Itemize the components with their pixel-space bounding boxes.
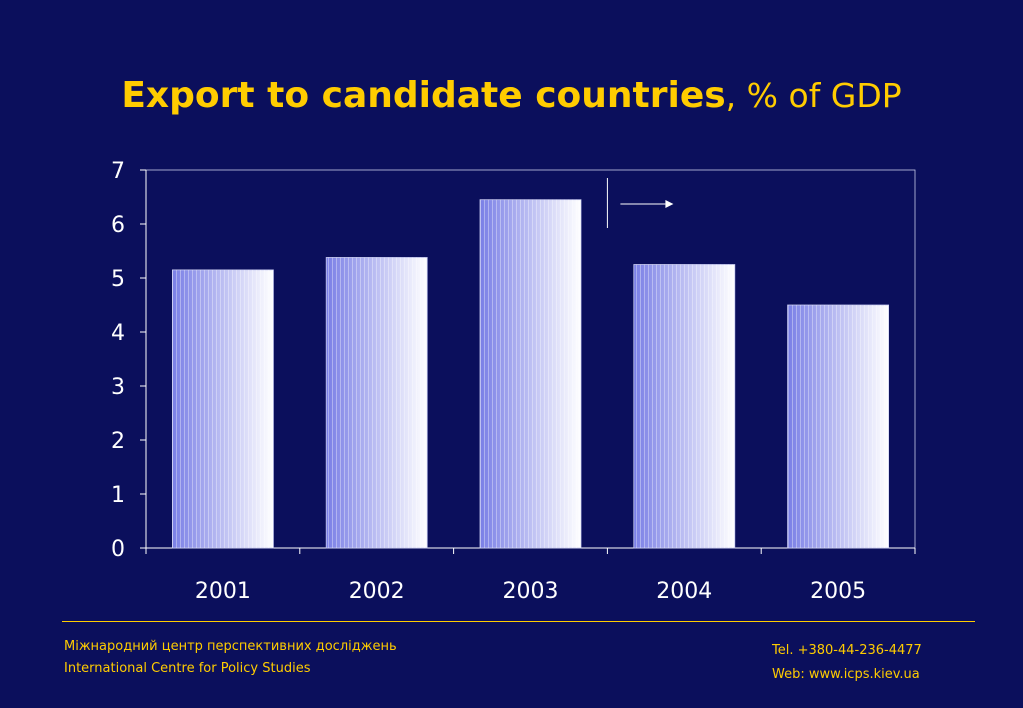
- bar-texture-2005: [787, 305, 889, 548]
- slide-title-unit: , % of GDP: [725, 76, 902, 115]
- footer-divider: [62, 621, 975, 622]
- slide-title: Export to candidate countries, % of GDP: [0, 70, 1023, 122]
- footer-contacts: Tel. +380-44-236-4477 Web: www.icps.kiev…: [772, 639, 922, 687]
- contact-website: Web: www.icps.kiev.ua: [772, 667, 920, 682]
- x-tick-label: 2003: [503, 579, 559, 604]
- slide-title-main: Export to candidate countries: [121, 75, 726, 116]
- y-tick-label: 0: [111, 537, 125, 562]
- y-tick-label: 7: [111, 159, 125, 184]
- annotation-arrow-head: [665, 200, 674, 208]
- bar-texture-2002: [326, 257, 428, 548]
- x-tick-label: 2005: [810, 579, 866, 604]
- y-tick-label: 5: [111, 267, 125, 292]
- x-tick-label: 2002: [349, 579, 405, 604]
- y-tick-label: 4: [111, 321, 125, 346]
- y-tick-label: 6: [111, 213, 125, 238]
- bar-texture-2004: [633, 264, 735, 548]
- bar-texture-2003: [480, 199, 581, 548]
- y-tick-label: 3: [111, 375, 125, 400]
- x-tick-label: 2001: [195, 579, 251, 604]
- y-tick-label: 1: [111, 483, 125, 508]
- org-name-english: International Centre for Policy Studies: [64, 661, 311, 676]
- x-tick-label: 2004: [656, 579, 712, 604]
- org-name-ukrainian: Міжнародний центр перспективних дослідже…: [64, 639, 397, 654]
- contact-telephone: Tel. +380-44-236-4477: [772, 643, 922, 658]
- footer-organization: Міжнародний центр перспективних дослідже…: [64, 636, 397, 680]
- bar-texture-2001: [172, 269, 274, 548]
- y-tick-label: 2: [111, 429, 125, 454]
